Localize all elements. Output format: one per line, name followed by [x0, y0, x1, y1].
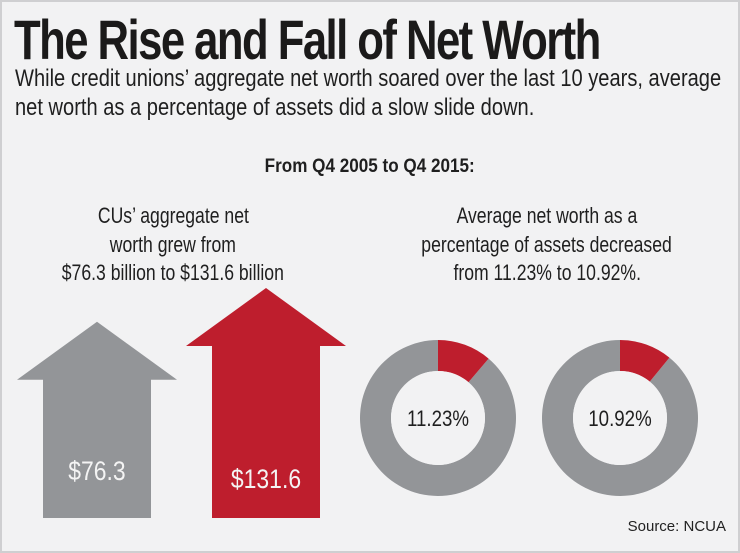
source-note: Source: NCUA — [627, 518, 726, 535]
caption-line: $76.3 billion to $131.6 billion — [61, 260, 285, 285]
donut-hole — [391, 371, 485, 465]
caption-line: from 11.23% to 10.92%. — [453, 260, 641, 285]
bar-value-label: $131.6 — [231, 464, 301, 494]
caption-line: CUs’ aggregate net — [97, 203, 249, 228]
caption-percentage: Average net worth as a percentage of ass… — [357, 202, 737, 288]
subtitle: While credit unions’ aggregate net worth… — [15, 65, 722, 121]
caption-line: Average net worth as a — [456, 203, 638, 228]
donut-remainder-segment — [360, 340, 516, 496]
donut-value-label: 10.92% — [588, 408, 651, 432]
donut-value-label: 11.23% — [407, 408, 469, 432]
range-heading-text: From Q4 2005 to Q4 2015: — [264, 156, 476, 177]
arrow-bar-2015 — [186, 288, 346, 518]
caption-line: worth grew from — [109, 231, 237, 257]
donut-highlight-segment — [438, 340, 489, 383]
donut-remainder-segment — [541, 340, 698, 496]
caption-net-worth: CUs’ aggregate net worth grew from $76.3… — [2, 202, 344, 288]
range-heading: From Q4 2005 to Q4 2015: — [2, 156, 738, 178]
arrow-bar-2005 — [17, 321, 177, 518]
page-title: The Rise and Fall of Net Worth — [14, 8, 601, 71]
bar-value-label: $76.3 — [68, 456, 125, 486]
donut-highlight-segment — [620, 340, 670, 382]
donut-hole — [573, 371, 667, 465]
caption-line: percentage of assets decreased — [421, 231, 673, 257]
